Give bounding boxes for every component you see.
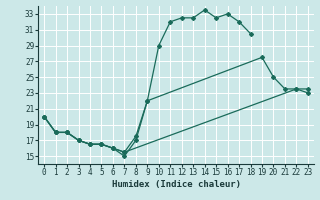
X-axis label: Humidex (Indice chaleur): Humidex (Indice chaleur) <box>111 180 241 189</box>
